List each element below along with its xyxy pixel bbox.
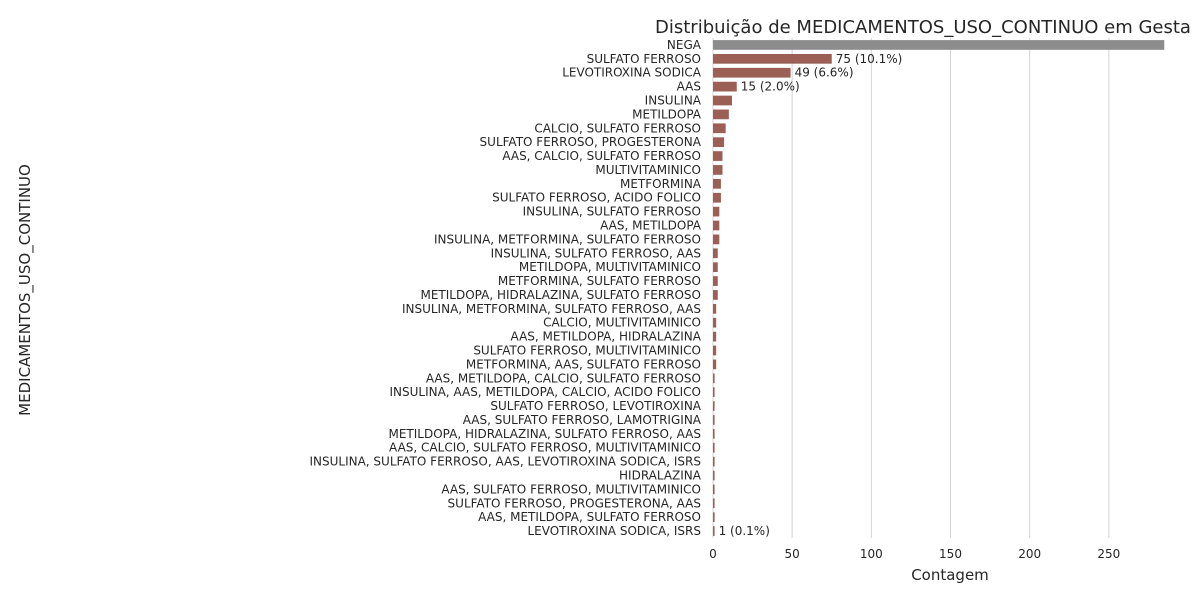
- category-label: METILDOPA, HIDRALAZINA, SULFATO FERROSO: [420, 288, 701, 302]
- y-axis-title: MEDICAMENTOS_USO_CONTINUO: [16, 164, 35, 416]
- bar: [713, 81, 737, 92]
- data-label: 15 (2.0%): [741, 80, 800, 94]
- category-label: INSULINA: [645, 94, 702, 108]
- bar: [713, 40, 1165, 50]
- category-label: CALCIO, MULTIVITAMINICO: [543, 316, 701, 330]
- bar: [713, 442, 715, 453]
- category-label: METILDOPA, HIDRALAZINA, SULFATO FERROSO,…: [388, 427, 701, 441]
- x-tick-label: 200: [1018, 547, 1041, 561]
- category-label: INSULINA, METFORMINA, SULFATO FERROSO: [434, 232, 701, 246]
- x-tick-label: 100: [860, 547, 883, 561]
- bar: [713, 248, 718, 259]
- category-label: SULFATO FERROSO, ACIDO FOLICO: [492, 191, 701, 205]
- bar: [713, 456, 715, 467]
- bar: [713, 303, 717, 314]
- bar: [713, 206, 720, 217]
- x-axis-title: Contagem: [911, 566, 989, 584]
- data-label: 49 (6.6%): [795, 66, 854, 80]
- category-label: METFORMINA: [620, 177, 702, 191]
- category-label: METILDOPA: [632, 107, 702, 121]
- category-label: SULFATO FERROSO, LEVOTIROXINA: [490, 399, 701, 413]
- category-label: AAS, CALCIO, SULFATO FERROSO: [502, 149, 701, 163]
- category-label: SULFATO FERROSO: [587, 52, 701, 66]
- bar: [713, 387, 715, 398]
- bar: [713, 331, 717, 342]
- category-label: NEGA: [667, 38, 702, 52]
- category-label: AAS, METILDOPA, SULFATO FERROSO: [478, 510, 701, 524]
- bar: [713, 95, 732, 106]
- data-label: 75 (10.1%): [836, 52, 903, 66]
- bar: [713, 109, 729, 120]
- category-label: MULTIVITAMINICO: [595, 163, 701, 177]
- category-label: INSULINA, SULFATO FERROSO: [523, 205, 701, 219]
- category-label: AAS, METILDOPA: [600, 219, 702, 233]
- x-tick-label: 250: [1097, 547, 1120, 561]
- category-label: AAS, METILDOPA, HIDRALAZINA: [511, 330, 702, 344]
- category-label: SULFATO FERROSO, PROGESTERONA: [480, 135, 702, 149]
- bar: [713, 53, 832, 64]
- category-label: AAS: [677, 80, 701, 94]
- bars-group: [713, 40, 1165, 536]
- category-label: AAS, SULFATO FERROSO, MULTIVITAMINICO: [441, 482, 701, 496]
- category-label: METILDOPA, MULTIVITAMINICO: [519, 260, 701, 274]
- data-labels-group: 75 (10.1%)49 (6.6%)15 (2.0%) 1 (0.1%): [719, 52, 903, 538]
- bar: [713, 484, 715, 495]
- chart-title: Distribuição de MEDICAMENTOS_USO_CONTINU…: [655, 17, 1191, 38]
- bar: [713, 137, 725, 148]
- bar: [713, 192, 721, 203]
- category-label: AAS, SULFATO FERROSO, LAMOTRIGINA: [463, 413, 702, 427]
- x-tick-label: 0: [709, 547, 717, 561]
- category-label: SULFATO FERROSO, MULTIVITAMINICO: [473, 344, 701, 358]
- bar: [713, 415, 715, 425]
- category-label: LEVOTIROXINA SODICA, ISRS: [527, 524, 701, 538]
- bar: [713, 262, 718, 273]
- bar: [713, 526, 715, 536]
- category-label: AAS, METILDOPA, CALCIO, SULFATO FERROSO: [426, 371, 701, 385]
- category-label: CALCIO, SULFATO FERROSO: [534, 121, 701, 135]
- bar: [713, 276, 718, 286]
- category-label: AAS, CALCIO, SULFATO FERROSO, MULTIVITAM…: [389, 441, 701, 455]
- bar: [713, 178, 721, 189]
- bar: [713, 359, 717, 370]
- category-label: LEVOTIROXINA SODICA: [562, 66, 702, 80]
- bar: [713, 165, 723, 175]
- category-label: SULFATO FERROSO, PROGESTERONA, AAS: [448, 496, 701, 510]
- category-label: INSULINA, SULFATO FERROSO, AAS, LEVOTIRO…: [309, 455, 701, 469]
- bar: [713, 290, 718, 300]
- category-label: INSULINA, SULFATO FERROSO, AAS: [491, 246, 701, 260]
- data-label: 1 (0.1%): [719, 524, 770, 538]
- x-tick-label: 150: [939, 547, 962, 561]
- bar: [713, 373, 715, 384]
- bar: [713, 428, 715, 439]
- bar: [713, 317, 717, 328]
- category-label: METFORMINA, AAS, SULFATO FERROSO: [466, 357, 701, 371]
- bar: [713, 67, 791, 78]
- bar: [713, 123, 726, 134]
- bar: [713, 470, 715, 481]
- bar: [713, 151, 723, 161]
- bar: [713, 345, 717, 356]
- bar: [713, 220, 720, 231]
- category-label: INSULINA, METFORMINA, SULFATO FERROSO, A…: [402, 302, 701, 316]
- bar: [713, 234, 720, 245]
- category-label: HIDRALAZINA: [619, 469, 702, 483]
- x-tick-label: 50: [785, 547, 800, 561]
- bar: [713, 512, 715, 523]
- category-label: INSULINA, AAS, METILDOPA, CALCIO, ACIDO …: [389, 385, 701, 399]
- category-label: METFORMINA, SULFATO FERROSO: [498, 274, 701, 288]
- x-tick-labels-group: 0 50 100 150 200 250: [709, 547, 1120, 561]
- grid-lines: [712, 38, 1110, 538]
- bar: [713, 498, 715, 509]
- bar: [713, 401, 715, 411]
